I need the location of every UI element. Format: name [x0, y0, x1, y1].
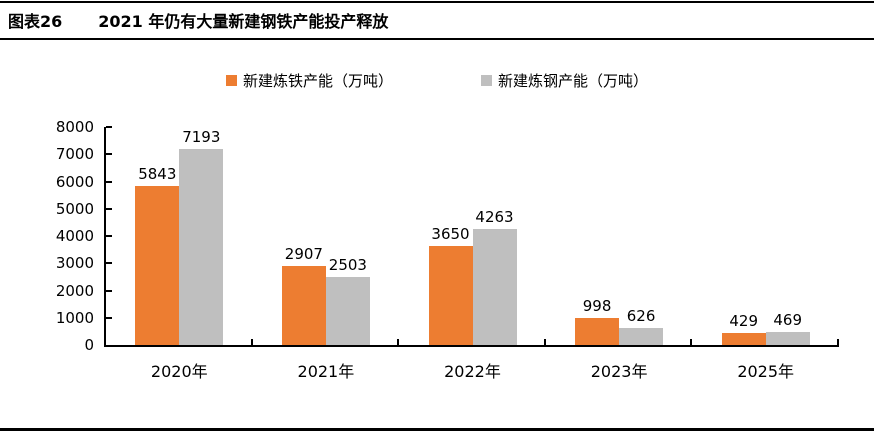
plot-area: 5843 7193 2020年 2907 2503 2021年 3650 4263 2022年 9… [104, 126, 839, 381]
x-axis-category-label: 2020年 [150, 362, 208, 381]
figure-title-bar: 图表26 2021 年仍有大量新建钢铁产能投产释放 [0, 1, 874, 40]
y-axis-tick [106, 235, 112, 237]
y-axis-tick [106, 316, 112, 319]
data-label-steel-2020年: 7193 [182, 128, 221, 146]
y-axis-label: 6000 [55, 172, 94, 191]
x-axis-category-label: 2021年 [297, 362, 355, 381]
y-axis-label: 4000 [55, 227, 94, 245]
y-axis-label: 3000 [55, 254, 94, 273]
y-axis-tick [106, 262, 112, 265]
x-axis-tick [543, 339, 546, 345]
y-axis-tick [106, 289, 112, 292]
bar-steel-2023年 [619, 327, 664, 345]
bar-iron-2021年 [281, 265, 326, 345]
y-axis-label: 1000 [55, 308, 94, 327]
y-axis-tick [106, 180, 112, 183]
bar-steel-2025年 [765, 332, 810, 345]
x-axis-tick [250, 339, 253, 345]
figure-title: 2021 年仍有大量新建钢铁产能投产释放 [98, 12, 389, 31]
bar-iron-2022年 [428, 245, 473, 345]
data-label-iron-2025年: 429 [729, 312, 758, 331]
y-axis-label: 8000 [55, 118, 94, 136]
bar-iron-2020年 [135, 185, 180, 345]
y-axis-label: 7000 [55, 145, 94, 164]
x-axis-category-label: 2025年 [737, 362, 795, 381]
y-axis-tick [106, 207, 112, 210]
data-label-iron-2020年: 5843 [138, 164, 177, 183]
figure-label: 图表26 [8, 12, 63, 31]
legend-item-steel: 新建炼钢产能（万吨） [481, 70, 648, 91]
bar-iron-2025年 [721, 333, 766, 345]
x-axis-category-label: 2022年 [444, 362, 501, 381]
legend-label-iron: 新建炼铁产能（万吨） [242, 72, 393, 90]
legend-item-iron: 新建炼铁产能（万吨） [225, 70, 393, 91]
data-label-iron-2022年: 3650 [431, 224, 470, 243]
x-axis-category-label: 2023年 [590, 362, 648, 381]
y-axis-tick [106, 153, 112, 156]
legend-label-steel: 新建炼钢产能（万吨） [498, 72, 649, 90]
data-label-steel-2025年: 469 [773, 311, 802, 330]
data-label-steel-2022年: 4263 [475, 207, 514, 226]
data-label-steel-2021年: 2503 [328, 255, 367, 274]
y-axis-label: 2000 [55, 281, 94, 300]
bar-iron-2023年 [575, 317, 620, 345]
y-axis-label: 0 [84, 336, 94, 354]
y-axis-label: 5000 [55, 199, 94, 218]
bar-steel-2022年 [472, 228, 517, 345]
bar-steel-2020年 [179, 149, 224, 345]
legend-swatch-steel-icon [481, 75, 492, 86]
y-axis: 0 1000 2000 3000 4000 5000 6000 7000 8000 [0, 119, 94, 353]
y-axis-tick [106, 126, 112, 128]
x-axis-tick [690, 339, 693, 345]
x-axis-tick [837, 339, 839, 345]
bottom-rule [0, 428, 874, 431]
legend-swatch-iron-icon [225, 75, 237, 86]
data-label-steel-2023年: 626 [626, 306, 656, 325]
bar-steel-2021年 [325, 276, 370, 345]
data-label-iron-2021年: 2907 [284, 244, 323, 263]
x-axis-tick [397, 339, 400, 345]
chart-legend: 新建炼铁产能（万吨） 新建炼钢产能（万吨） [0, 70, 874, 91]
data-label-iron-2023年: 998 [582, 296, 612, 315]
